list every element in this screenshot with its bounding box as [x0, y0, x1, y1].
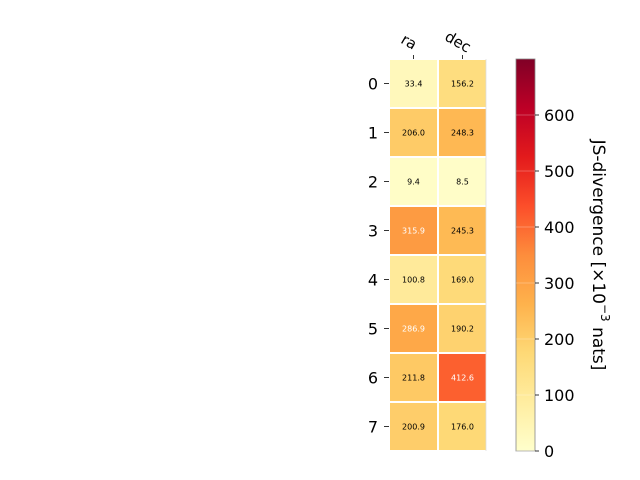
colorbar-tick-label: 200 — [544, 330, 575, 349]
colorbar-tick-label: 0 — [544, 442, 554, 461]
colorbar-label: JS-divergence [×10−3 nats] — [588, 139, 613, 371]
heatmap-cell — [390, 60, 437, 107]
colorbar-tick-label: 100 — [544, 386, 575, 405]
heatmap-cell — [439, 305, 486, 352]
heatmap-cell — [439, 60, 486, 107]
cell-value-label: 248.3 — [451, 129, 474, 138]
cell-value-label: 286.9 — [402, 325, 425, 334]
colorbar-label-exponent: −3 — [599, 304, 613, 322]
colorbar-tick-label: 600 — [544, 106, 575, 125]
cell-value-label: 200.9 — [402, 423, 425, 432]
cell-value-label: 315.9 — [402, 227, 425, 236]
row-tick-label: 0 — [368, 75, 378, 94]
row-tick-label: 3 — [368, 222, 378, 241]
heatmap-cell — [439, 158, 486, 205]
heatmap-cell — [390, 354, 437, 401]
cell-value-label: 206.0 — [402, 129, 425, 138]
row-tick-label: 6 — [368, 369, 378, 388]
cell-value-label: 9.4 — [407, 178, 420, 187]
colorbar-tick-label: 500 — [544, 162, 575, 181]
cell-value-label: 169.0 — [451, 276, 474, 285]
colorbar-label-suffix: nats] — [588, 322, 608, 371]
colorbar: 0 100 200 300 400 500 600 JS-divergence [×10−3… — [515, 58, 613, 461]
heatmap-cell — [439, 403, 486, 450]
cell-value-label: 156.2 — [451, 80, 474, 89]
heatmap-cell — [390, 256, 437, 303]
heatmap-cell — [390, 403, 437, 450]
heatmap-cell — [390, 305, 437, 352]
column-tick-label: ra — [398, 30, 420, 53]
row-tick-labels: 0 1 2 3 4 5 6 7 — [368, 75, 389, 437]
colorbar-gradient — [515, 58, 536, 452]
row-tick-label: 7 — [368, 418, 378, 437]
heatmap-cell — [390, 207, 437, 254]
cell-value-label: 190.2 — [451, 325, 474, 334]
cell-value-label: 176.0 — [451, 423, 474, 432]
row-tick-label: 4 — [368, 271, 378, 290]
heatmap-cell — [439, 207, 486, 254]
heatmap-cell — [439, 354, 486, 401]
cell-value-label: 245.3 — [451, 227, 474, 236]
heatmap-cell — [390, 109, 437, 156]
heatmap-cell — [439, 109, 486, 156]
cell-value-label: 100.8 — [402, 276, 425, 285]
column-tick-label: dec — [442, 27, 474, 56]
colorbar-tick-label: 400 — [544, 218, 575, 237]
heatmap-cell — [439, 256, 486, 303]
row-tick-label: 1 — [368, 124, 378, 143]
cell-value-label: 211.8 — [402, 374, 425, 383]
heatmap-cells: 33.4 156.2 206.0 248.3 9.4 8.5 315.9 245.3 100.8… — [390, 59, 487, 451]
row-tick-label: 2 — [368, 173, 378, 192]
row-tick-label: 5 — [368, 320, 378, 339]
colorbar-label-main: JS-divergence [×10 — [588, 139, 608, 304]
cell-value-label: 33.4 — [405, 80, 423, 89]
cell-value-label: 412.6 — [451, 374, 474, 383]
column-tick-labels: ra dec — [398, 27, 474, 59]
colorbar-tick-label: 300 — [544, 274, 575, 293]
heatmap-cell — [390, 158, 437, 205]
cell-value-label: 8.5 — [456, 178, 469, 187]
colorbar-ticks: 0 100 200 300 400 500 600 — [516, 106, 575, 461]
